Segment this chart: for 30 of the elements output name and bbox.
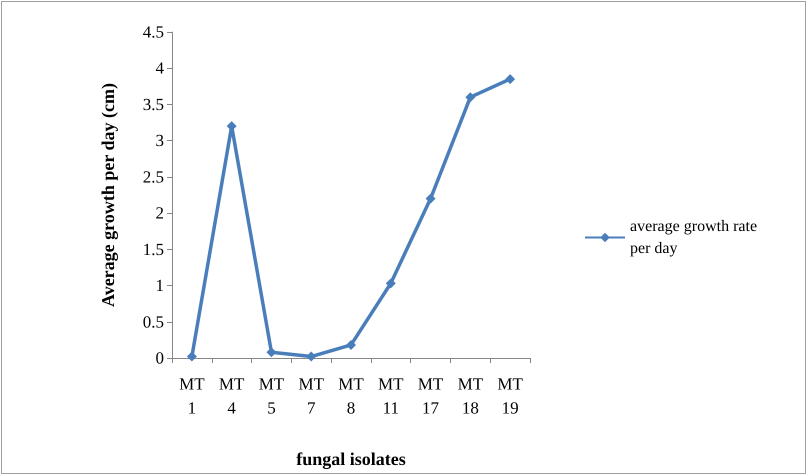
y-tick-label: 1	[156, 276, 164, 296]
x-tick-label: MT 19	[497, 374, 524, 418]
point	[266, 347, 276, 358]
point	[426, 194, 436, 204]
point	[346, 340, 356, 350]
point	[505, 74, 516, 84]
point	[386, 278, 396, 288]
x-tick-label: MT 17	[418, 374, 444, 418]
x-tick-label: MT 18	[458, 374, 484, 418]
y-axis-title: Average growth per day (cm)	[98, 83, 118, 307]
x-axis-title: fungal isolates	[296, 449, 406, 469]
point	[186, 352, 197, 362]
x-tick-label: MT 11	[378, 374, 404, 418]
x-tick-label: MT 1	[179, 374, 206, 418]
y-tick-label: 3.5	[142, 94, 164, 114]
point	[465, 92, 476, 102]
y-tick-label: 2.5	[142, 167, 164, 186]
y-tick-label: 1.5	[142, 240, 164, 259]
y-tick-label: 0	[156, 348, 164, 368]
x-tick-label: MT 4	[218, 374, 246, 418]
y-tick-label: 3	[156, 131, 164, 150]
y-tick-label: 0.5	[142, 312, 164, 332]
x-tick-label: MT 7	[298, 374, 325, 418]
y-tick-label: 4	[156, 58, 164, 78]
point	[306, 352, 316, 362]
x-tick-label: MT 5	[258, 374, 285, 418]
y-tick-label: 4.5	[142, 22, 164, 42]
x-tick-label: MT 8	[338, 374, 364, 418]
y-tick-label: 2	[156, 204, 164, 223]
legend-label: average growth rate per day	[630, 218, 762, 257]
